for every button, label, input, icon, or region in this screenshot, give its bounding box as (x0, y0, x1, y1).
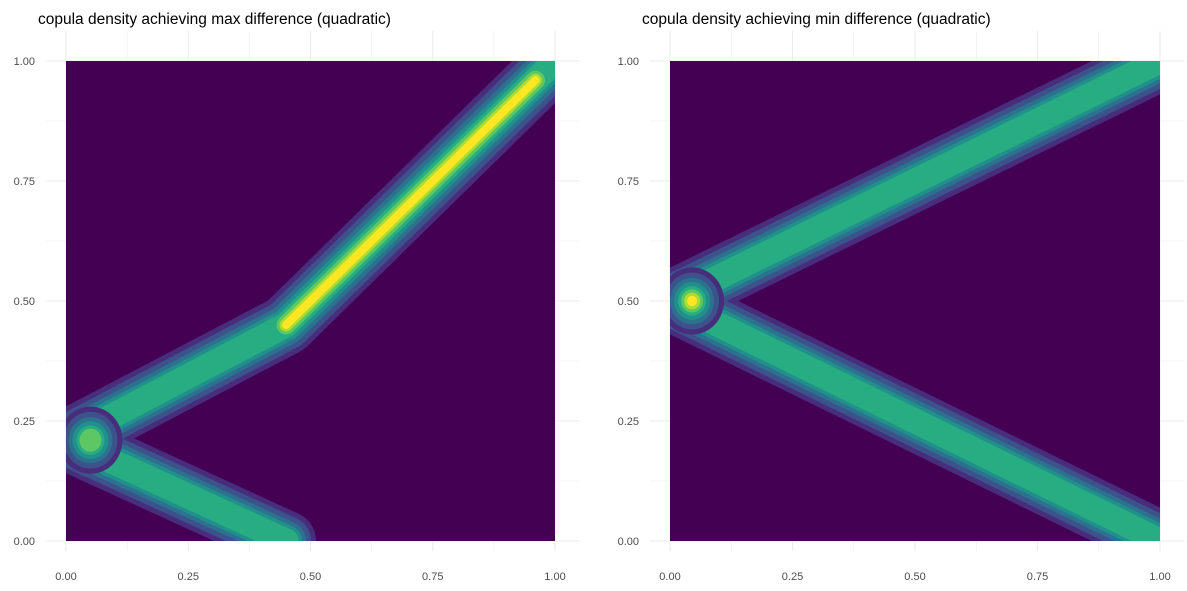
x-tick-label: 0.50 (904, 571, 925, 583)
density-hotspot-0-level-8 (687, 295, 698, 307)
density-ridge-2-level-8 (282, 76, 540, 329)
right-chart-title: copula density achieving min difference … (642, 11, 991, 28)
x-tick-label: 0.00 (55, 571, 76, 583)
y-tick-label: 0.25 (14, 416, 35, 428)
left-chart-panel: copula density achieving max difference … (14, 11, 580, 583)
y-tick-label: 0.50 (618, 296, 639, 308)
x-tick-label: 0.75 (1027, 571, 1048, 583)
contour-plot (670, 61, 1160, 541)
y-tick-label: 0.00 (14, 536, 35, 548)
right-chart-svg: 0.00 0.25 0.50 0.75 1.00 0.00 0.25 0.50 0.75 1.00 (618, 31, 1185, 583)
x-tick-label: 1.00 (544, 571, 565, 583)
tick-labels: 0.00 0.25 0.50 0.75 1.00 0.00 0.25 0.50 0.75 1.00 (14, 56, 566, 583)
y-tick-label: 0.75 (618, 176, 639, 188)
x-tick-label: 0.25 (178, 571, 199, 583)
y-tick-label: 0.50 (14, 296, 35, 308)
tick-labels: 0.00 0.25 0.50 0.75 1.00 0.00 0.25 0.50 0.75 1.00 (618, 56, 1171, 583)
y-tick-label: 1.00 (618, 56, 639, 68)
density-background (670, 61, 1160, 541)
x-tick-label: 0.25 (782, 571, 803, 583)
contour-plot (66, 61, 555, 541)
x-tick-label: 0.50 (300, 571, 321, 583)
x-tick-label: 0.00 (659, 571, 680, 583)
left-chart-title: copula density achieving max difference … (38, 11, 391, 28)
y-tick-label: 0.75 (14, 176, 35, 188)
density-ridge-0-level-5 (670, 61, 1160, 314)
right-chart-panel: copula density achieving min difference … (593, 0, 1187, 591)
density-ridge-1-level-5 (670, 288, 1160, 541)
density-hotspot-0-level-6 (79, 428, 102, 452)
x-tick-label: 1.00 (1149, 571, 1170, 583)
y-tick-label: 0.25 (618, 416, 639, 428)
y-tick-label: 0.00 (618, 536, 639, 548)
y-tick-label: 1.00 (14, 56, 35, 68)
left-chart-svg: 0.00 0.25 0.50 0.75 1.00 0.00 0.25 0.50 0.75 1.00 (14, 31, 580, 583)
x-tick-label: 0.75 (422, 571, 443, 583)
